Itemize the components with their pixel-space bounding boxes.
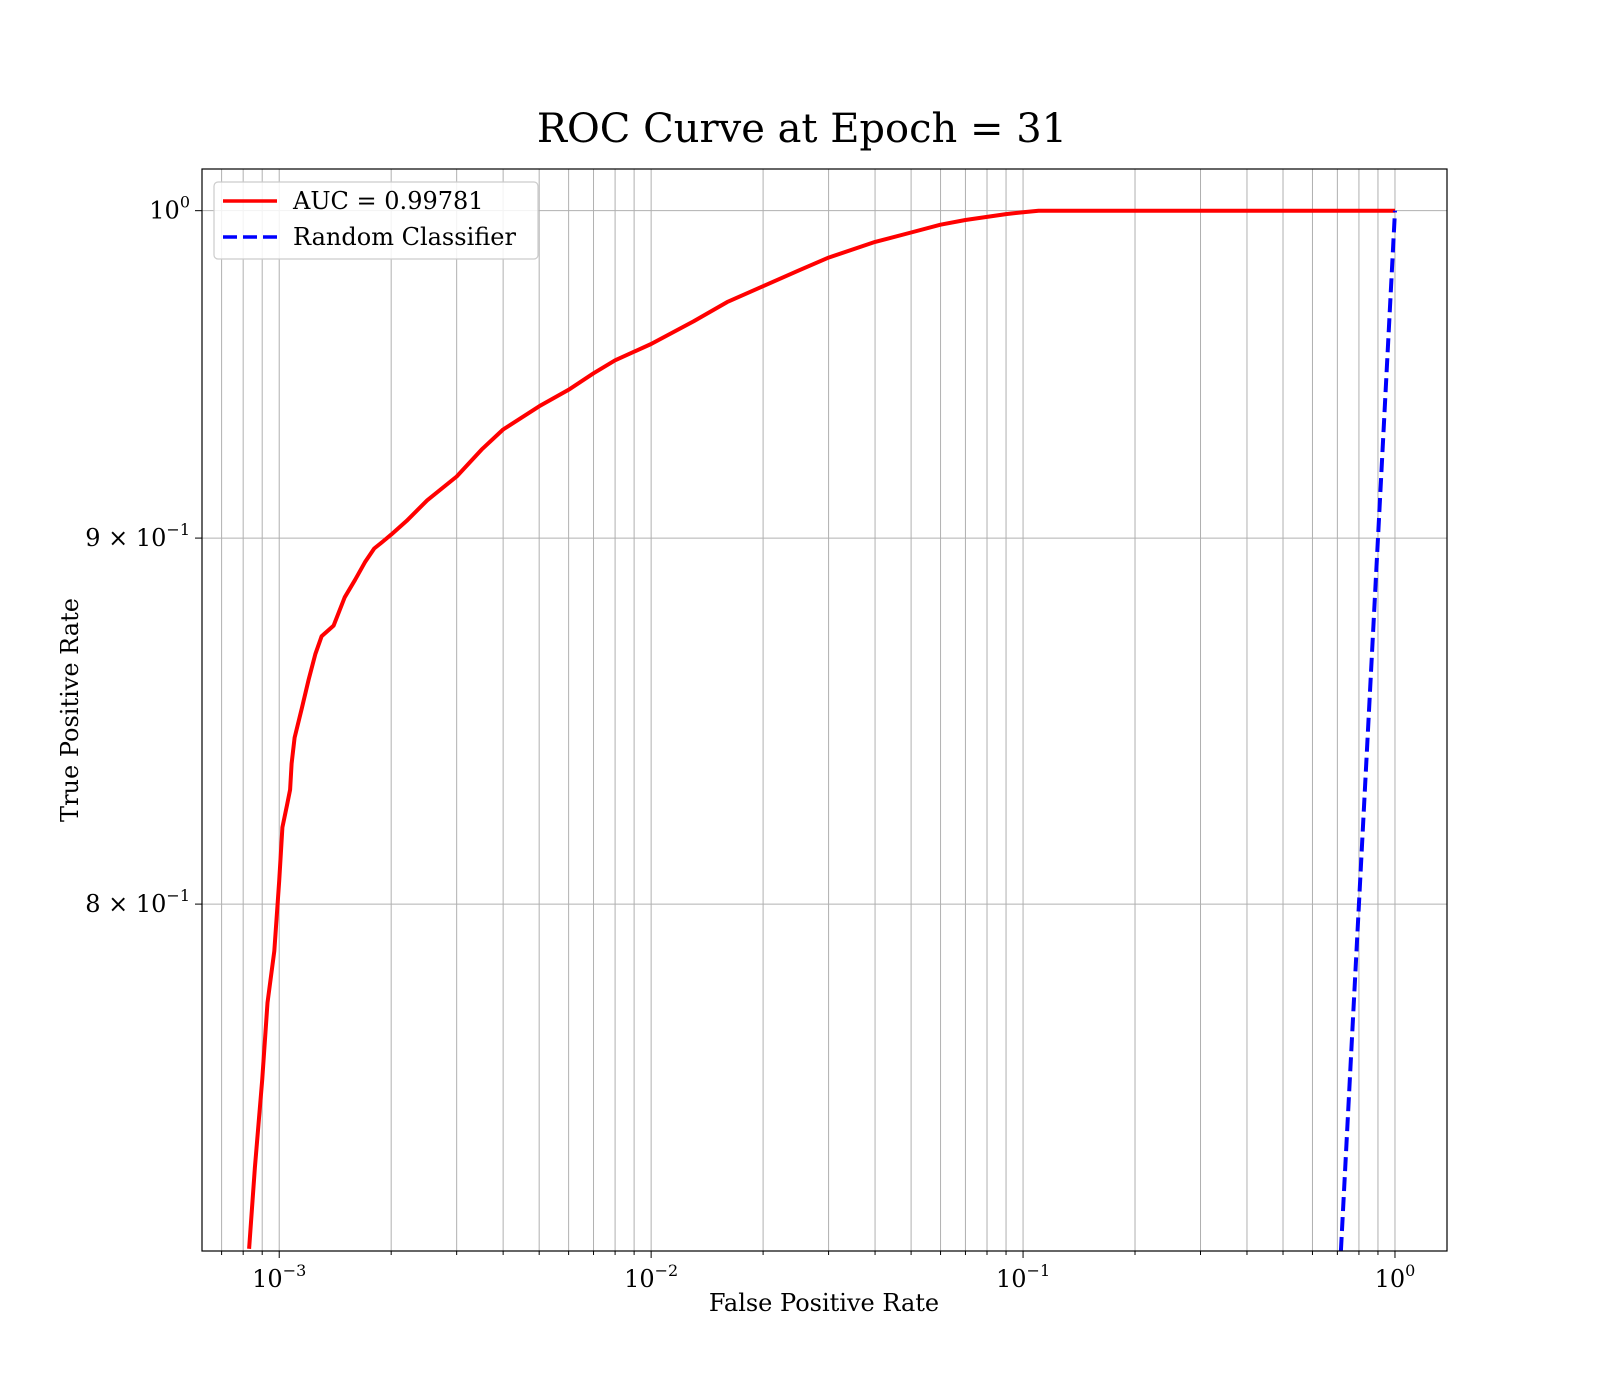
- y-tick-exponent: −1: [166, 520, 190, 539]
- series-layer: [247, 208, 1397, 1251]
- roc-curve-line: [247, 208, 1395, 1249]
- y-axis-label: True Positive Rate: [56, 598, 84, 822]
- legend-box: [213, 181, 539, 260]
- y-tick-exponent: 0: [180, 193, 190, 212]
- y-tick-label: 9 × 10−1: [85, 520, 190, 552]
- x-tick-label: 100: [1375, 1261, 1416, 1293]
- legend: AUC = 0.99781 Random Classifier: [213, 181, 539, 260]
- legend-label-random: Random Classifier: [293, 223, 516, 251]
- y-tick-exponent: −1: [166, 886, 190, 905]
- grid: [202, 169, 1447, 1251]
- x-tick-label: 10−2: [624, 1261, 678, 1293]
- x-axis-label: False Positive Rate: [709, 1289, 939, 1317]
- y-tick-label: 100: [149, 193, 190, 225]
- chart-title: ROC Curve at Epoch = 31: [537, 106, 1067, 152]
- y-tick-label: 8 × 10−1: [85, 886, 190, 918]
- legend-label-auc: AUC = 0.99781: [292, 187, 484, 215]
- plot-frame: [201, 168, 1448, 1252]
- ticks: 100 9 × 10−1 8 × 10−1 10−3 10−2 10−1 100: [85, 193, 1415, 1293]
- x-tick-label: 10−3: [252, 1261, 306, 1293]
- x-tick-label: 10−1: [996, 1261, 1050, 1293]
- x-tick-exponent: −1: [1027, 1261, 1051, 1280]
- random-classifier-line: [1338, 210, 1397, 1251]
- x-tick-exponent: −3: [283, 1261, 307, 1280]
- x-tick-exponent: −2: [655, 1261, 679, 1280]
- x-tick-exponent: 0: [1405, 1261, 1415, 1280]
